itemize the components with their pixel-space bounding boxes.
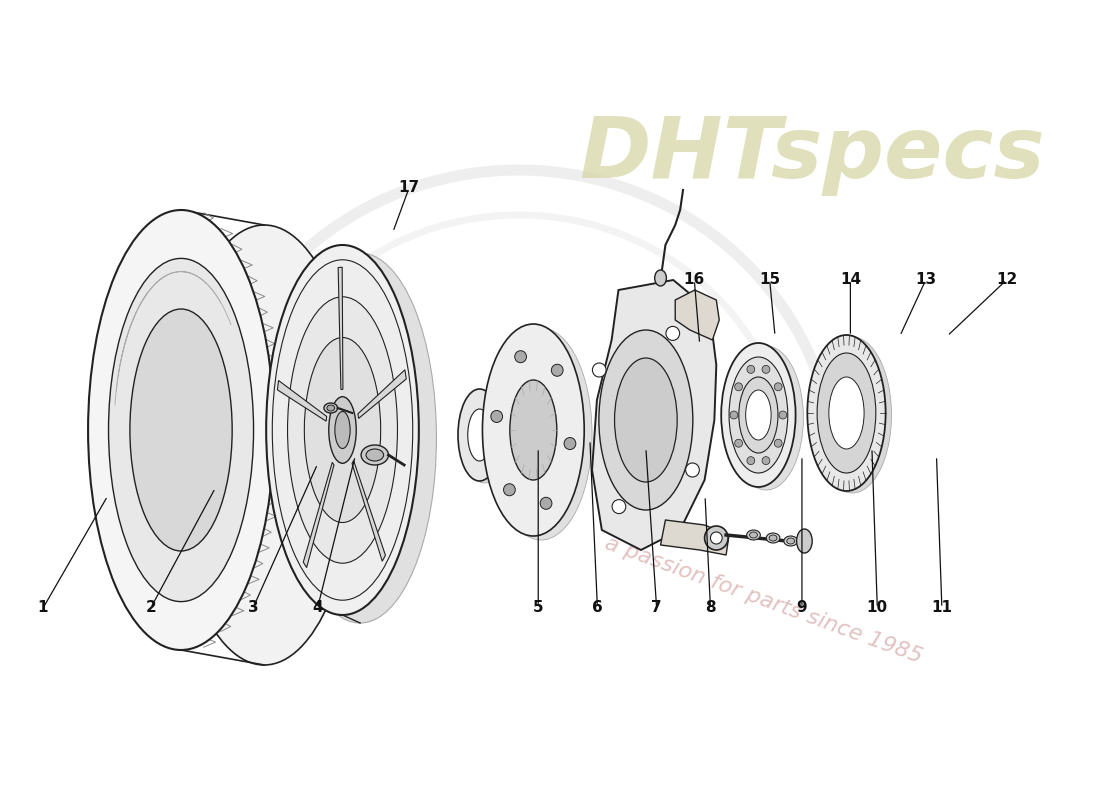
Text: 4: 4 xyxy=(312,601,323,615)
Ellipse shape xyxy=(130,309,232,551)
Ellipse shape xyxy=(483,324,584,536)
Ellipse shape xyxy=(287,297,397,563)
Text: 9: 9 xyxy=(796,601,807,615)
Ellipse shape xyxy=(685,463,700,477)
Ellipse shape xyxy=(784,536,798,546)
Ellipse shape xyxy=(767,533,780,543)
Ellipse shape xyxy=(615,358,678,482)
Ellipse shape xyxy=(266,245,419,615)
Ellipse shape xyxy=(762,366,770,374)
Ellipse shape xyxy=(109,258,253,602)
Ellipse shape xyxy=(762,457,770,465)
Ellipse shape xyxy=(796,529,812,553)
Polygon shape xyxy=(660,520,729,555)
Ellipse shape xyxy=(654,270,667,286)
Ellipse shape xyxy=(829,377,865,449)
Ellipse shape xyxy=(463,391,506,483)
Text: a passion for parts since 1985: a passion for parts since 1985 xyxy=(602,533,925,667)
Ellipse shape xyxy=(735,439,743,447)
Ellipse shape xyxy=(774,382,782,390)
Ellipse shape xyxy=(729,357,788,473)
Text: 7: 7 xyxy=(651,601,662,615)
Ellipse shape xyxy=(705,526,728,550)
Ellipse shape xyxy=(813,337,891,493)
Ellipse shape xyxy=(88,210,274,650)
Ellipse shape xyxy=(593,363,606,377)
Ellipse shape xyxy=(749,532,758,538)
Ellipse shape xyxy=(515,350,527,362)
Ellipse shape xyxy=(551,364,563,376)
Ellipse shape xyxy=(746,390,771,440)
Ellipse shape xyxy=(273,260,412,600)
Ellipse shape xyxy=(739,377,778,453)
Ellipse shape xyxy=(666,326,680,340)
Text: 3: 3 xyxy=(248,601,258,615)
Text: 14: 14 xyxy=(839,273,861,287)
Ellipse shape xyxy=(458,389,500,481)
Ellipse shape xyxy=(327,405,334,411)
Ellipse shape xyxy=(361,445,388,465)
Text: 2: 2 xyxy=(145,601,156,615)
Text: 8: 8 xyxy=(705,601,716,615)
Ellipse shape xyxy=(491,328,592,540)
Text: 16: 16 xyxy=(684,273,705,287)
Text: 17: 17 xyxy=(398,181,419,195)
Ellipse shape xyxy=(729,346,803,490)
Text: DHTspecs: DHTspecs xyxy=(580,114,1045,197)
Polygon shape xyxy=(592,280,716,550)
Polygon shape xyxy=(338,267,343,390)
Ellipse shape xyxy=(323,403,338,413)
Polygon shape xyxy=(675,290,719,340)
Ellipse shape xyxy=(329,397,356,463)
Polygon shape xyxy=(352,461,385,562)
Ellipse shape xyxy=(305,338,381,522)
Ellipse shape xyxy=(598,330,693,510)
Ellipse shape xyxy=(730,411,738,419)
Ellipse shape xyxy=(334,411,350,449)
Text: 15: 15 xyxy=(759,273,780,287)
Ellipse shape xyxy=(491,410,503,422)
Polygon shape xyxy=(358,370,406,418)
Ellipse shape xyxy=(747,530,760,540)
Ellipse shape xyxy=(564,438,575,450)
Text: 11: 11 xyxy=(932,601,953,615)
Ellipse shape xyxy=(366,449,384,461)
Text: 10: 10 xyxy=(867,601,888,615)
Ellipse shape xyxy=(284,253,437,623)
Ellipse shape xyxy=(504,484,515,496)
Text: 1: 1 xyxy=(37,601,48,615)
Ellipse shape xyxy=(509,380,557,480)
Ellipse shape xyxy=(769,535,777,541)
Ellipse shape xyxy=(735,382,743,390)
Ellipse shape xyxy=(172,225,358,665)
Text: 13: 13 xyxy=(915,273,936,287)
Ellipse shape xyxy=(774,439,782,447)
Ellipse shape xyxy=(807,335,886,491)
Ellipse shape xyxy=(711,532,723,544)
Ellipse shape xyxy=(612,500,626,514)
Ellipse shape xyxy=(747,366,755,374)
Ellipse shape xyxy=(779,411,786,419)
Polygon shape xyxy=(304,462,334,568)
Ellipse shape xyxy=(468,409,492,461)
Text: 12: 12 xyxy=(996,273,1018,287)
Text: 6: 6 xyxy=(592,601,603,615)
Ellipse shape xyxy=(817,353,876,473)
Ellipse shape xyxy=(786,538,794,544)
Ellipse shape xyxy=(747,457,755,465)
Text: 5: 5 xyxy=(532,601,543,615)
Polygon shape xyxy=(277,381,327,421)
Ellipse shape xyxy=(722,343,795,487)
Ellipse shape xyxy=(540,498,552,510)
